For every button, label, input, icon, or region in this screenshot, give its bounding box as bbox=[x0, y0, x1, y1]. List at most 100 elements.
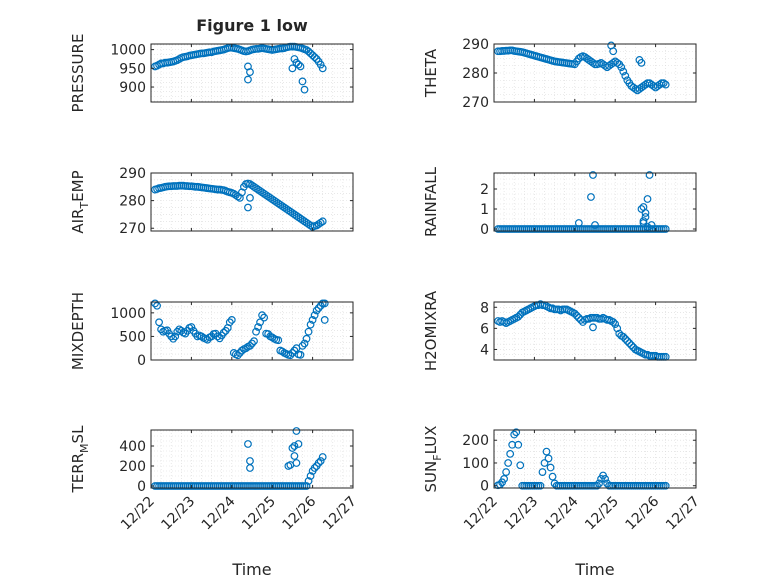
data-point bbox=[591, 221, 599, 229]
y-tick-label: 0 bbox=[480, 479, 489, 495]
y-tick-label: 280 bbox=[462, 66, 489, 82]
data-point bbox=[250, 337, 258, 346]
y-axis-label: RAINFALL bbox=[422, 166, 440, 237]
y-tick-label: 290 bbox=[119, 166, 146, 182]
data-point bbox=[302, 334, 311, 343]
data-point bbox=[540, 459, 549, 467]
x-axis-label-left: Time bbox=[231, 560, 271, 579]
data-point bbox=[514, 312, 523, 321]
data-point bbox=[619, 67, 628, 76]
data-point bbox=[314, 459, 323, 467]
y-tick-label: 1000 bbox=[110, 306, 146, 322]
data-point bbox=[171, 332, 180, 341]
axes-box bbox=[150, 429, 354, 489]
data-point bbox=[637, 58, 646, 67]
data-point bbox=[244, 75, 252, 84]
subplot-7: 12/22 12/23 12/24 12/25 12/26 12/27 0 200 400 TER… bbox=[69, 425, 360, 533]
data-point bbox=[300, 85, 309, 94]
data-point bbox=[290, 55, 299, 63]
data-point bbox=[595, 479, 603, 488]
subplot-4: 0 1 2 RAINFALL bbox=[422, 166, 697, 238]
data-point bbox=[601, 475, 609, 483]
data-point bbox=[647, 221, 656, 229]
data-point bbox=[286, 351, 295, 360]
data-point bbox=[310, 53, 319, 61]
data-point bbox=[544, 454, 553, 463]
axes-box bbox=[493, 301, 697, 361]
data-point bbox=[621, 71, 630, 80]
y-tick-label: 8 bbox=[480, 300, 489, 316]
data-point bbox=[268, 333, 277, 342]
data-point bbox=[298, 341, 307, 350]
data-point bbox=[316, 60, 325, 69]
y-tick-label: 0 bbox=[480, 222, 489, 238]
data-point bbox=[510, 430, 519, 439]
data-point bbox=[637, 205, 646, 213]
data-point bbox=[292, 427, 301, 435]
data-point bbox=[254, 323, 262, 331]
y-axis-label: H2OMIXRA bbox=[422, 290, 440, 371]
y-axis-label: AIRTEMP bbox=[69, 170, 91, 233]
data-point bbox=[308, 316, 317, 324]
data-point bbox=[169, 334, 178, 343]
data-point bbox=[246, 193, 254, 202]
data-point bbox=[619, 332, 628, 341]
data-point bbox=[252, 327, 260, 336]
x-tick-label: 12/26 bbox=[280, 493, 320, 533]
series-markers bbox=[494, 171, 670, 233]
data-point bbox=[296, 350, 305, 359]
y-axis-label: SUNFLUX bbox=[422, 426, 444, 493]
data-point bbox=[589, 323, 597, 332]
data-point bbox=[514, 440, 523, 449]
axes-box bbox=[493, 172, 697, 232]
data-point bbox=[227, 316, 236, 324]
data-point bbox=[643, 195, 652, 203]
y-axis-label: TERRMSL bbox=[69, 425, 91, 494]
subplot-8: 12/22 12/23 12/24 12/25 12/26 12/27 0 100 200 SUN… bbox=[422, 426, 703, 534]
data-point bbox=[300, 339, 309, 348]
data-point bbox=[572, 311, 581, 320]
data-point bbox=[312, 306, 321, 315]
axes-box bbox=[150, 301, 354, 361]
data-point bbox=[316, 218, 325, 227]
y-tick-label: 1000 bbox=[110, 43, 146, 59]
data-point bbox=[661, 481, 670, 490]
data-point bbox=[643, 223, 652, 231]
data-point bbox=[244, 203, 252, 212]
data-point bbox=[292, 459, 301, 467]
data-point bbox=[155, 318, 163, 327]
x-tick-label: 12/27 bbox=[663, 494, 703, 534]
data-point bbox=[627, 341, 636, 350]
y-tick-label: 0 bbox=[137, 353, 146, 369]
data-point bbox=[233, 192, 242, 201]
x-tick-label: 12/22 bbox=[118, 494, 158, 534]
y-tick-label: 270 bbox=[462, 95, 489, 111]
subplot-5: 0 500 1000 MIXDEPTH bbox=[69, 292, 354, 370]
data-point bbox=[593, 481, 601, 490]
data-point bbox=[246, 68, 254, 76]
data-point bbox=[260, 313, 269, 322]
y-axis-label: PRESSURE bbox=[69, 34, 87, 113]
data-point bbox=[609, 318, 618, 326]
data-point bbox=[302, 482, 311, 490]
y-tick-label: 500 bbox=[119, 329, 146, 345]
data-point bbox=[500, 475, 509, 483]
x-axis-label-right: Time bbox=[574, 560, 614, 579]
x-tick-label: 12/25 bbox=[582, 494, 622, 534]
data-point bbox=[641, 209, 650, 217]
y-tick-label: 2 bbox=[480, 182, 489, 198]
y-tick-label: 290 bbox=[462, 37, 489, 53]
data-point bbox=[542, 447, 551, 456]
axes-box bbox=[150, 43, 354, 103]
data-point bbox=[310, 464, 319, 472]
data-point bbox=[504, 459, 513, 467]
y-axis-label: THETA bbox=[422, 48, 440, 98]
data-point bbox=[256, 318, 264, 327]
data-point bbox=[512, 428, 521, 437]
series-markers bbox=[494, 41, 670, 95]
data-point bbox=[290, 442, 299, 450]
data-point bbox=[294, 60, 303, 69]
series-markers bbox=[494, 428, 670, 490]
plot-area bbox=[494, 173, 696, 231]
